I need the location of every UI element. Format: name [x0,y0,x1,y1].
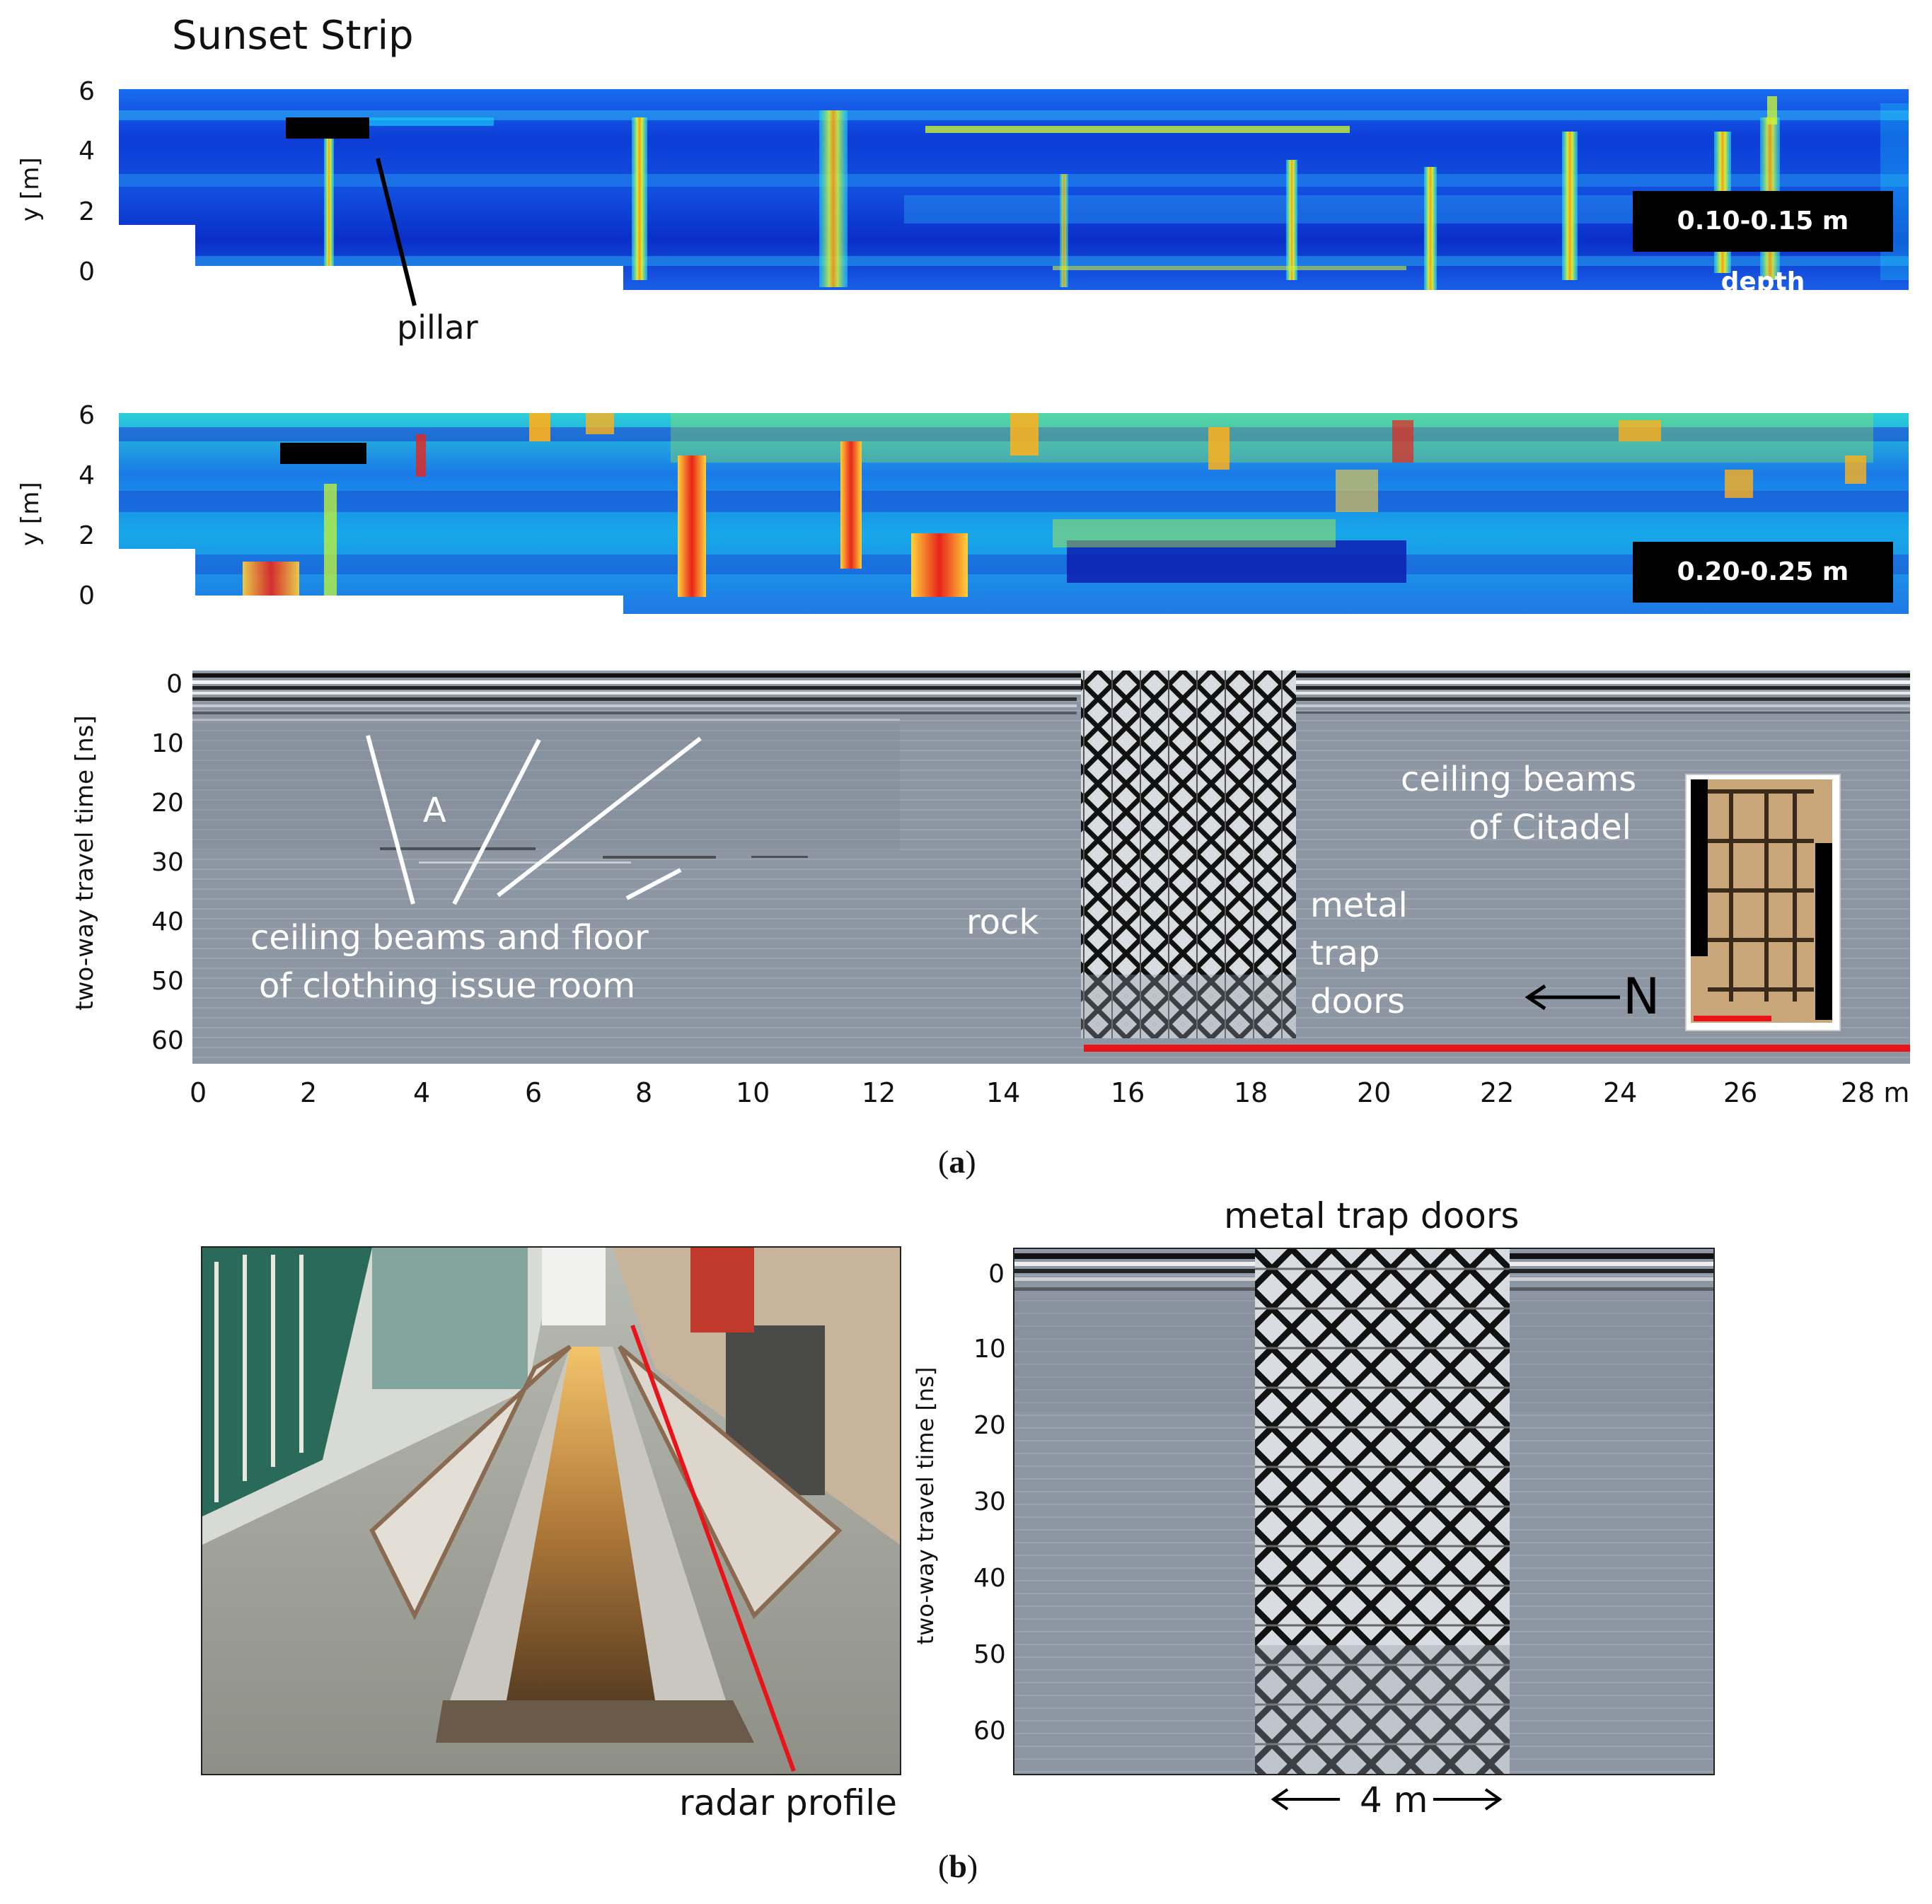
profile-a-y-tick: 40 [151,907,184,936]
profile-a-x-tick: 6 [525,1077,543,1108]
caption-b: (b) [938,1847,978,1885]
profile-a-x-tick: 18 [1234,1077,1268,1108]
profile-a-x-tick: 22 [1480,1077,1515,1108]
profile-a-x-tick: 20 [1357,1077,1392,1108]
caption-b-close: ) [966,1848,978,1884]
profile-b-title: metal trap doors [1224,1195,1520,1236]
gpr-depth-slice-map-1 [119,89,1909,290]
profile-a-x-tick: 24 [1603,1077,1638,1108]
gpr-radargram-a [192,671,1910,1064]
map1-y-tick: 6 [79,77,95,106]
profile-a-y-tick: 10 [151,729,184,758]
map1-y-tick: 4 [79,137,95,166]
map2-y-tick: 4 [79,461,95,490]
map2-y-tick: 6 [79,401,95,430]
pillar-label: pillar [397,308,478,347]
map2-y-axis-label: y [m] [16,482,45,546]
radar-profile-label: radar profile [679,1782,897,1823]
north-arrow-icon [1525,984,1620,1011]
profile-a-y-tick: 0 [166,670,183,699]
label-doors: doors [1310,982,1405,1021]
profile-a-x-tick: 8 [635,1077,653,1108]
profile-a-y-tick: 50 [151,967,184,996]
label-rock: rock [966,902,1039,942]
caption-a-close: ) [965,1144,976,1180]
map2-depth-label: 0.20-0.25 m depth [1633,542,1893,647]
profile-a-x-tick: 12 [862,1077,896,1108]
gpr-depth-slice-map-2 [119,413,1909,614]
caption-b-letter: b [949,1848,967,1884]
profile-a-y-tick: 30 [151,848,184,877]
label-ceiling-floor-2: of clothing issue room [259,966,636,1006]
map2-y-tick: 0 [79,581,95,610]
map1-y-tick: 2 [79,197,95,226]
scale-label: 4 m [1360,1780,1428,1821]
caption-a: (a) [938,1143,976,1180]
map2-y-tick: 2 [79,521,95,550]
caption-a-open: ( [938,1144,949,1180]
label-trap: trap [1310,934,1380,973]
profile-a-y-axis-label: two-way travel time [ns] [71,715,99,1011]
north-label: N [1623,968,1660,1026]
map1-depth-label: 0.10-0.15 m depth [1633,191,1893,296]
profile-b-y-tick: 20 [973,1411,1006,1440]
label-A: A [423,791,446,830]
profile-b-y-tick: 40 [973,1564,1006,1593]
label-citadel-1: ceiling beams [1401,760,1637,799]
caption-a-letter: a [949,1144,966,1180]
profile-b-y-tick: 30 [973,1487,1006,1516]
profile-b-y-tick: 10 [973,1335,1006,1364]
floor-plan-inset [1685,774,1841,1031]
annotation-lines-a [366,735,1910,1052]
profile-b-y-axis-label: two-way travel time [ns] [912,1366,939,1645]
map1-y-tick: 0 [79,257,95,286]
caption-b-open: ( [938,1848,949,1884]
map1-y-axis-label: y [m] [16,157,45,221]
profile-b-y-tick: 0 [988,1260,1005,1289]
figure-title: Sunset Strip [172,13,414,59]
profile-a-x-tick: 0 [190,1077,207,1108]
profile-a-y-tick: 20 [151,789,184,818]
scale-arrows-icon [1271,1788,1503,1811]
profile-a-x-tick: 4 [413,1077,431,1108]
profile-b-y-tick: 50 [973,1640,1006,1669]
profile-a-x-tick: 26 [1723,1077,1758,1108]
profile-a-x-tick: 2 [300,1077,318,1108]
profile-a-x-tick: 14 [986,1077,1021,1108]
profile-a-x-tick: 10 [736,1077,770,1108]
pillar-leader-line [376,158,417,306]
corridor-photo [201,1246,901,1775]
label-citadel-2: of Citadel [1469,808,1631,847]
profile-b-y-tick: 60 [973,1717,1006,1746]
gpr-radargram-b [1013,1248,1715,1775]
profile-a-y-tick: 60 [151,1026,184,1055]
profile-a-x-tick: 16 [1111,1077,1145,1108]
label-metal: metal [1310,886,1408,925]
label-ceiling-floor-1: ceiling beams and floor [250,918,649,958]
profile-a-x-tick: 28 m [1841,1077,1910,1108]
